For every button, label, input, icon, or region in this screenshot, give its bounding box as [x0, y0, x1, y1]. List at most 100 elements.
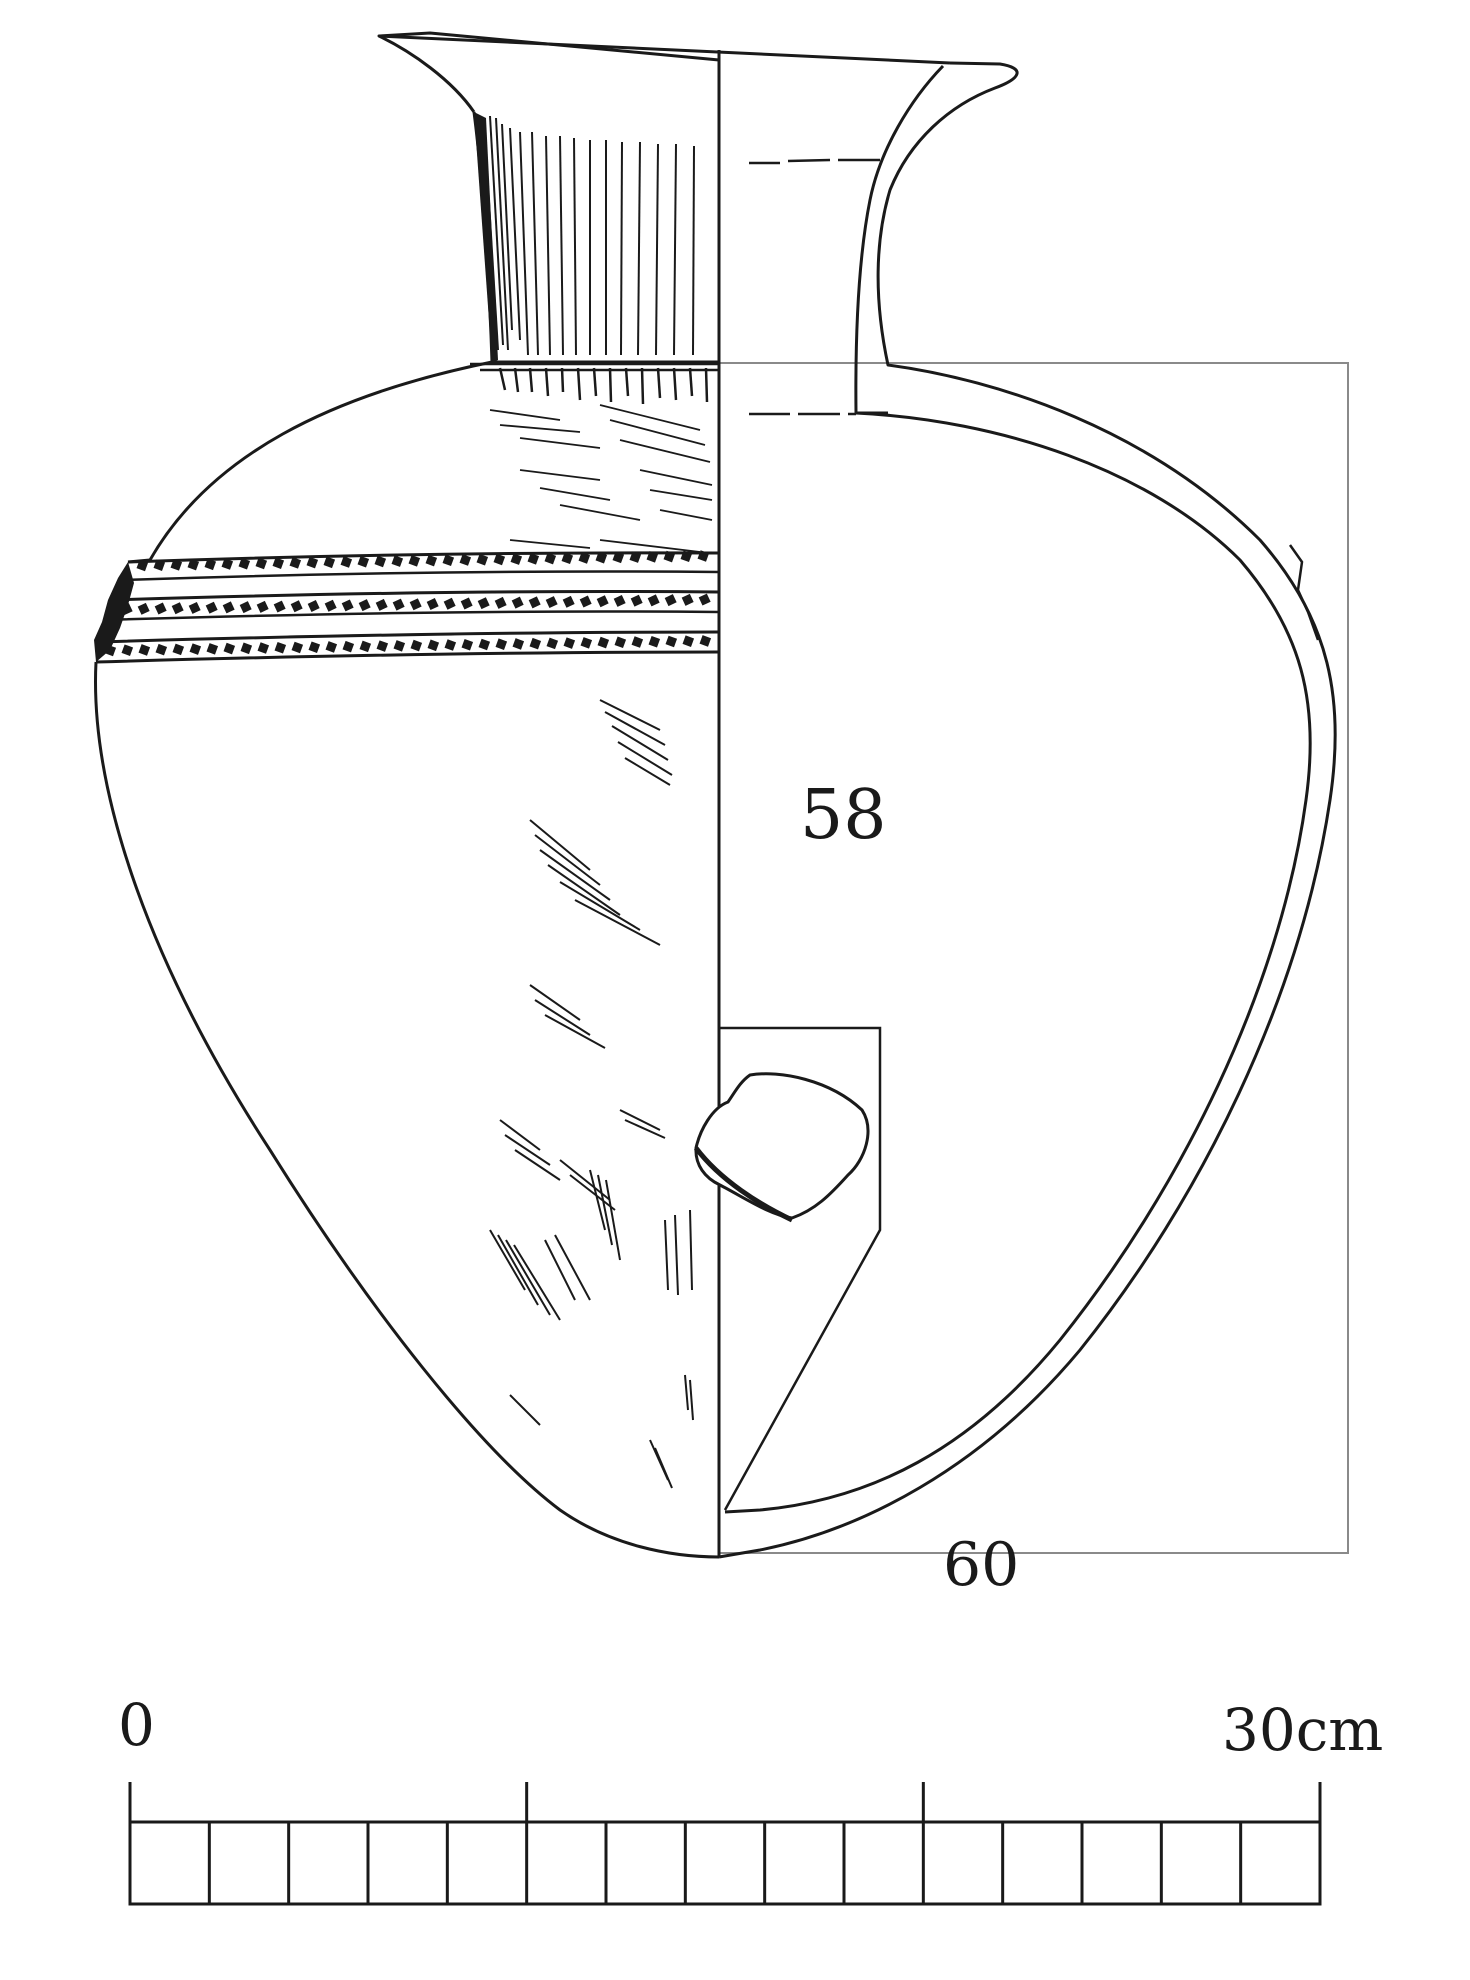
cord-mark	[239, 601, 252, 614]
cord-mark	[341, 599, 354, 612]
cord-mark	[359, 640, 372, 653]
cord-mark	[545, 596, 558, 609]
cord-mark	[189, 643, 202, 655]
cord-mark	[528, 596, 541, 609]
shoulder-band	[470, 362, 719, 405]
cord-mark	[291, 641, 304, 654]
cord-mark	[699, 635, 712, 647]
cord-mark	[154, 602, 167, 615]
cord-mark	[188, 601, 201, 614]
cord-mark	[240, 642, 253, 655]
cord-mark	[357, 555, 370, 568]
cord-mark	[255, 557, 268, 570]
decorative-cord-band	[95, 551, 720, 664]
cord-mark	[408, 555, 421, 567]
scale-bar: 0 30cm	[118, 1691, 1383, 1906]
cord-mark	[426, 598, 439, 611]
rim-top-line	[378, 34, 951, 65]
cord-mark	[323, 556, 336, 569]
scale-start-label: 0	[118, 1691, 155, 1759]
cord-mark	[562, 595, 575, 608]
cord-mark	[493, 553, 506, 566]
section-inner-profile	[724, 64, 1312, 1514]
cord-mark	[290, 600, 303, 613]
cord-mark	[495, 638, 508, 650]
cord-mark	[443, 597, 456, 610]
restoration-outline	[719, 1026, 882, 1511]
cord-mark	[427, 639, 440, 652]
dimension-label: 60	[943, 1530, 1019, 1600]
cord-mark	[324, 599, 337, 612]
faint-height-label: 58	[800, 776, 887, 855]
cord-mark	[223, 642, 236, 655]
cord-mark	[459, 554, 472, 566]
cord-mark	[461, 638, 474, 651]
cord-mark	[374, 555, 387, 568]
section-dashed-lines	[749, 158, 880, 416]
cord-mark	[612, 551, 625, 564]
dimension-frame	[719, 362, 1349, 1554]
wall-notches	[1288, 544, 1320, 641]
cord-mark	[121, 644, 134, 656]
cord-mark	[476, 553, 489, 566]
cord-mark	[153, 559, 166, 571]
band-left-edge	[94, 562, 134, 662]
cord-mark	[393, 640, 406, 652]
cord-mark	[425, 554, 438, 567]
cord-mark	[342, 640, 355, 653]
cord-mark	[578, 552, 591, 564]
cord-mark	[698, 593, 711, 606]
cord-mark	[511, 596, 524, 609]
sherd-fragment	[694, 1072, 870, 1220]
cord-mark	[306, 556, 319, 569]
cord-mark	[138, 644, 151, 656]
cord-mark	[136, 559, 149, 572]
cord-mark	[170, 559, 183, 571]
cord-mark	[444, 639, 457, 651]
cord-mark	[546, 637, 559, 650]
cord-mark	[579, 595, 592, 608]
cord-mark	[308, 641, 321, 653]
cord-mark	[529, 637, 542, 650]
cord-mark	[580, 637, 593, 649]
shoulder-hatching	[489, 404, 713, 553]
cord-mark	[646, 551, 659, 563]
cord-mark	[544, 552, 557, 565]
cord-mark	[510, 553, 523, 565]
cord-mark	[563, 637, 576, 649]
scale-end-label: 30cm	[1222, 1696, 1383, 1764]
cord-mark	[629, 551, 642, 563]
cord-mark	[358, 599, 371, 612]
cord-mark	[442, 554, 455, 567]
cord-mark	[664, 594, 677, 607]
section-outer-profile	[718, 61, 1337, 1559]
cord-mark	[512, 638, 525, 650]
cord-mark	[376, 640, 389, 652]
cord-mark	[272, 557, 285, 569]
cord-mark	[204, 558, 217, 571]
cord-mark	[665, 635, 678, 648]
cord-mark	[205, 601, 218, 614]
cord-mark	[630, 594, 643, 607]
cord-mark	[222, 601, 235, 614]
cord-mark	[325, 641, 338, 653]
cord-mark	[648, 635, 661, 648]
body-hatching	[489, 699, 694, 1489]
cord-mark	[172, 643, 185, 656]
cord-mark	[494, 596, 507, 609]
cord-mark	[614, 636, 627, 649]
cord-mark	[257, 642, 270, 654]
cord-mark	[595, 551, 608, 564]
cord-mark	[289, 557, 302, 569]
cord-pattern-marks	[104, 550, 712, 657]
vessel-shoulder	[127, 360, 493, 564]
cord-mark	[596, 595, 609, 608]
neck-shadow	[474, 112, 498, 362]
cord-mark	[681, 593, 694, 606]
cord-mark	[663, 550, 676, 563]
cord-mark	[187, 558, 200, 571]
cord-mark	[477, 597, 490, 610]
cord-mark	[597, 636, 610, 649]
cord-mark	[410, 639, 423, 652]
